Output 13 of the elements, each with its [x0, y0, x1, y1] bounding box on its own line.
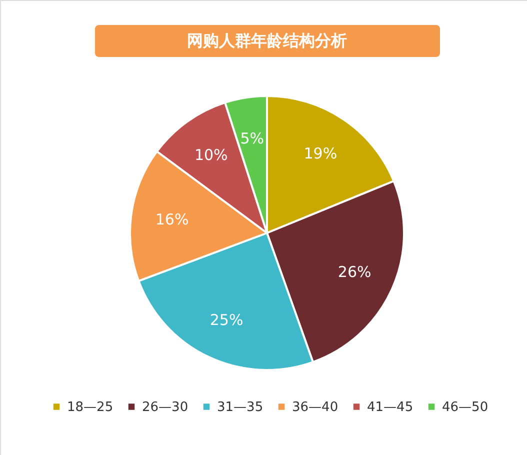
data-label: 16% [155, 210, 189, 229]
data-label: 26% [338, 263, 372, 282]
data-label: 5% [240, 129, 264, 148]
data-label: 25% [210, 310, 244, 329]
legend-label: 31—35 [217, 400, 264, 415]
legend-label: 41—45 [367, 400, 414, 415]
data-label: 10% [194, 146, 228, 164]
legend-label: 18—25 [67, 400, 114, 415]
legend-label: 26—30 [142, 400, 188, 415]
legend-label: 36—40 [292, 400, 338, 415]
chart-title: 网购人群年龄结构分析 [187, 31, 347, 50]
legend-label: 46—50 [442, 400, 488, 415]
data-label: 19% [304, 144, 338, 162]
